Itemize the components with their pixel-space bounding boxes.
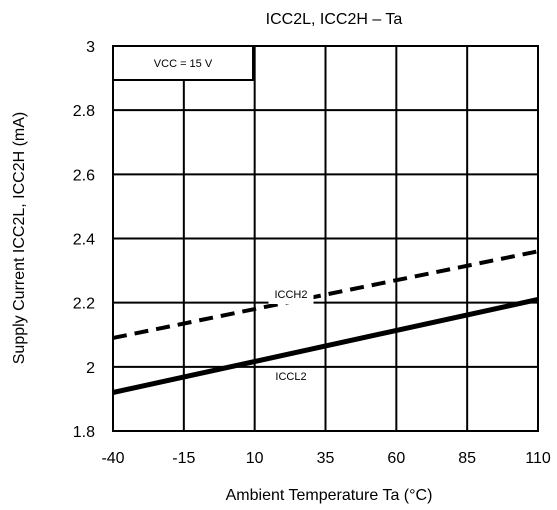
series-label-icch2: ICCH2	[274, 289, 307, 301]
y-tick-label: 2.8	[73, 103, 95, 120]
y-tick-label: 1.8	[73, 424, 95, 441]
series-line-icch2	[112, 249, 539, 340]
x-tick-label: 10	[246, 450, 264, 467]
plot-frame	[112, 45, 539, 432]
x-tick-label: -40	[101, 450, 124, 467]
y-axis-label: Supply Current ICC2L, ICC2H (mA)	[11, 112, 28, 365]
x-tick-label: 110	[525, 450, 551, 467]
y-tick-label: 2.2	[73, 296, 95, 313]
y-tick-label: 3	[86, 39, 95, 56]
y-tick-label: 2	[86, 360, 95, 377]
condition-box: VCC = 15 V	[112, 45, 254, 81]
series-label-bg	[269, 368, 313, 386]
x-tick-label: -15	[172, 450, 195, 467]
chart-title: ICC2L, ICC2H – Ta	[266, 11, 403, 28]
x-tick-label: 85	[458, 450, 476, 467]
condition-label: VCC = 15 V	[154, 58, 213, 70]
y-tick-label: 2.6	[73, 167, 95, 184]
y-tick-label: 2.4	[73, 232, 95, 249]
x-axis-label: Ambient Temperature Ta (°C)	[226, 487, 433, 504]
series-label-iccl2: ICCL2	[275, 371, 306, 383]
x-tick-label: 60	[387, 450, 405, 467]
series-group	[112, 249, 539, 395]
x-tick-label: 35	[317, 450, 335, 467]
y-tick-labels: 1.8 2 2.2 2.4 2.6 2.8 3	[73, 39, 95, 441]
series-line-iccl2	[112, 297, 539, 395]
series-label-bg	[268, 286, 314, 304]
x-tick-labels: -40 -15 10 35 60 85 110	[101, 450, 550, 467]
